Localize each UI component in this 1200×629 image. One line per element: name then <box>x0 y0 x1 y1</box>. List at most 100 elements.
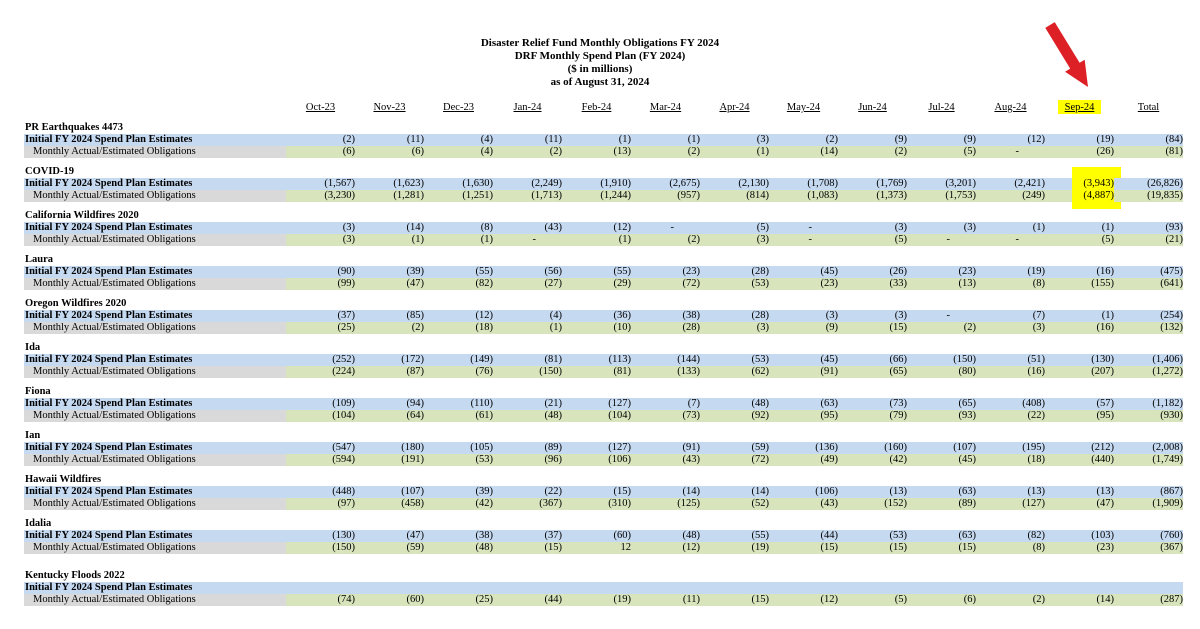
value-cell: (27) <box>493 278 562 290</box>
value-cell: (1) <box>562 234 631 246</box>
value-cell: (1) <box>562 134 631 146</box>
value-cell: (87) <box>355 366 424 378</box>
value-cell: (133) <box>631 366 700 378</box>
table-row-monthly: Monthly Actual/Estimated Obligations (25)… <box>24 322 1183 334</box>
table-row-monthly: Monthly Actual/Estimated Obligations (3,2… <box>24 190 1183 202</box>
value-cell: (84) <box>1114 134 1183 146</box>
value-cell: (48) <box>631 530 700 542</box>
value-cell: (23) <box>907 266 976 278</box>
value-cell: (82) <box>424 278 493 290</box>
column-header-label: Mar-24 <box>649 102 682 113</box>
value-cell: (19) <box>700 542 769 554</box>
group-gap <box>24 422 1183 430</box>
value-cell: (19,835) <box>1114 190 1183 202</box>
group-label: Laura <box>25 254 54 265</box>
value-cell: (59) <box>700 442 769 454</box>
value-cell: (15) <box>838 322 907 334</box>
value-cell: (2) <box>976 594 1045 606</box>
column-header: Aug-24 <box>976 92 1045 114</box>
value-cell: (7) <box>631 398 700 410</box>
value-cell: (72) <box>700 454 769 466</box>
value-cell: (80) <box>907 366 976 378</box>
value-cell: (82) <box>976 530 1045 542</box>
table-row-initial: Initial FY 2024 Spend Plan Estimates (109… <box>24 398 1183 410</box>
value-cell: (104) <box>286 410 355 422</box>
value-cell: (310) <box>562 498 631 510</box>
value-cell: (21) <box>493 398 562 410</box>
value-cell: (3) <box>286 234 355 246</box>
value-cell: (45) <box>769 354 838 366</box>
value-cell <box>700 582 769 594</box>
value-cell: (144) <box>631 354 700 366</box>
value-cell: (6) <box>355 146 424 158</box>
value-cell: (29) <box>562 278 631 290</box>
value-cell: (14) <box>700 486 769 498</box>
value-cell: (26) <box>1045 146 1114 158</box>
group-gap <box>24 378 1183 386</box>
value-cell: (3) <box>838 222 907 234</box>
value-cell: (152) <box>838 498 907 510</box>
value-cell: (7) <box>976 310 1045 322</box>
value-cell: (15) <box>769 542 838 554</box>
row-label-initial: Initial FY 2024 Spend Plan Estimates <box>24 310 286 322</box>
value-cell: (16) <box>1045 266 1114 278</box>
report-title: Disaster Relief Fund Monthly Obligations… <box>0 37 1200 89</box>
value-cell: (3,943) <box>1045 178 1114 190</box>
row-label-monthly: Monthly Actual/Estimated Obligations <box>24 190 286 202</box>
value-cell: (105) <box>424 442 493 454</box>
value-cell: (19) <box>562 594 631 606</box>
value-cell: (33) <box>838 278 907 290</box>
value-cell: (547) <box>286 442 355 454</box>
value-cell: (1,630) <box>424 178 493 190</box>
column-header-label: Aug-24 <box>994 102 1027 113</box>
value-cell: (64) <box>355 410 424 422</box>
value-cell: (8) <box>976 542 1045 554</box>
value-cell: (89) <box>907 498 976 510</box>
row-label-monthly: Monthly Actual/Estimated Obligations <box>24 594 286 606</box>
value-cell: (90) <box>286 266 355 278</box>
value-cell <box>976 582 1045 594</box>
value-cell: (3,230) <box>286 190 355 202</box>
value-cell: (18) <box>424 322 493 334</box>
column-header-label: Nov-23 <box>373 102 406 113</box>
value-cell: (15) <box>562 486 631 498</box>
value-cell: (13) <box>907 278 976 290</box>
value-cell: (85) <box>355 310 424 322</box>
table-row-monthly: Monthly Actual/Estimated Obligations (6)(… <box>24 146 1183 158</box>
value-cell: (47) <box>355 530 424 542</box>
value-cell: (22) <box>493 486 562 498</box>
group-label: Hawaii Wildfires <box>25 474 102 485</box>
value-cell: (1,083) <box>769 190 838 202</box>
table-row-initial: Initial FY 2024 Spend Plan Estimates (3) (… <box>24 222 1183 234</box>
table-row-monthly: Monthly Actual/Estimated Obligations (224… <box>24 366 1183 378</box>
value-cell: (150) <box>286 542 355 554</box>
value-cell: - <box>907 310 976 322</box>
group-gap <box>24 334 1183 342</box>
obligations-table: Oct-23 Nov-23 Dec-23 Jan-24 Feb-24 Mar-24 Apr-… <box>24 92 1183 606</box>
value-cell: (867) <box>1114 486 1183 498</box>
value-cell: (1,713) <box>493 190 562 202</box>
value-cell: 12 <box>562 542 631 554</box>
value-cell: (9) <box>769 322 838 334</box>
value-cell: (47) <box>1045 498 1114 510</box>
value-cell: (72) <box>631 278 700 290</box>
column-header: Sep-24 <box>1045 92 1114 114</box>
value-cell: (81) <box>1114 146 1183 158</box>
row-label-initial: Initial FY 2024 Spend Plan Estimates <box>24 222 286 234</box>
value-cell: (95) <box>769 410 838 422</box>
table-row-monthly: Monthly Actual/Estimated Obligations (150… <box>24 542 1183 554</box>
row-label-monthly: Monthly Actual/Estimated Obligations <box>24 454 286 466</box>
value-cell: (91) <box>769 366 838 378</box>
value-cell: (2) <box>838 146 907 158</box>
obligations-table-body: Oct-23 Nov-23 Dec-23 Jan-24 Feb-24 Mar-24 Apr-… <box>24 92 1183 606</box>
value-cell: (367) <box>493 498 562 510</box>
value-cell: (106) <box>769 486 838 498</box>
value-cell: (57) <box>1045 398 1114 410</box>
value-cell: (127) <box>562 398 631 410</box>
value-cell: (22) <box>976 410 1045 422</box>
column-header: May-24 <box>769 92 838 114</box>
row-label-initial: Initial FY 2024 Spend Plan Estimates <box>24 178 286 190</box>
value-cell: (43) <box>493 222 562 234</box>
group-label: PR Earthquakes 4473 <box>25 122 124 133</box>
value-cell: (1,769) <box>838 178 907 190</box>
